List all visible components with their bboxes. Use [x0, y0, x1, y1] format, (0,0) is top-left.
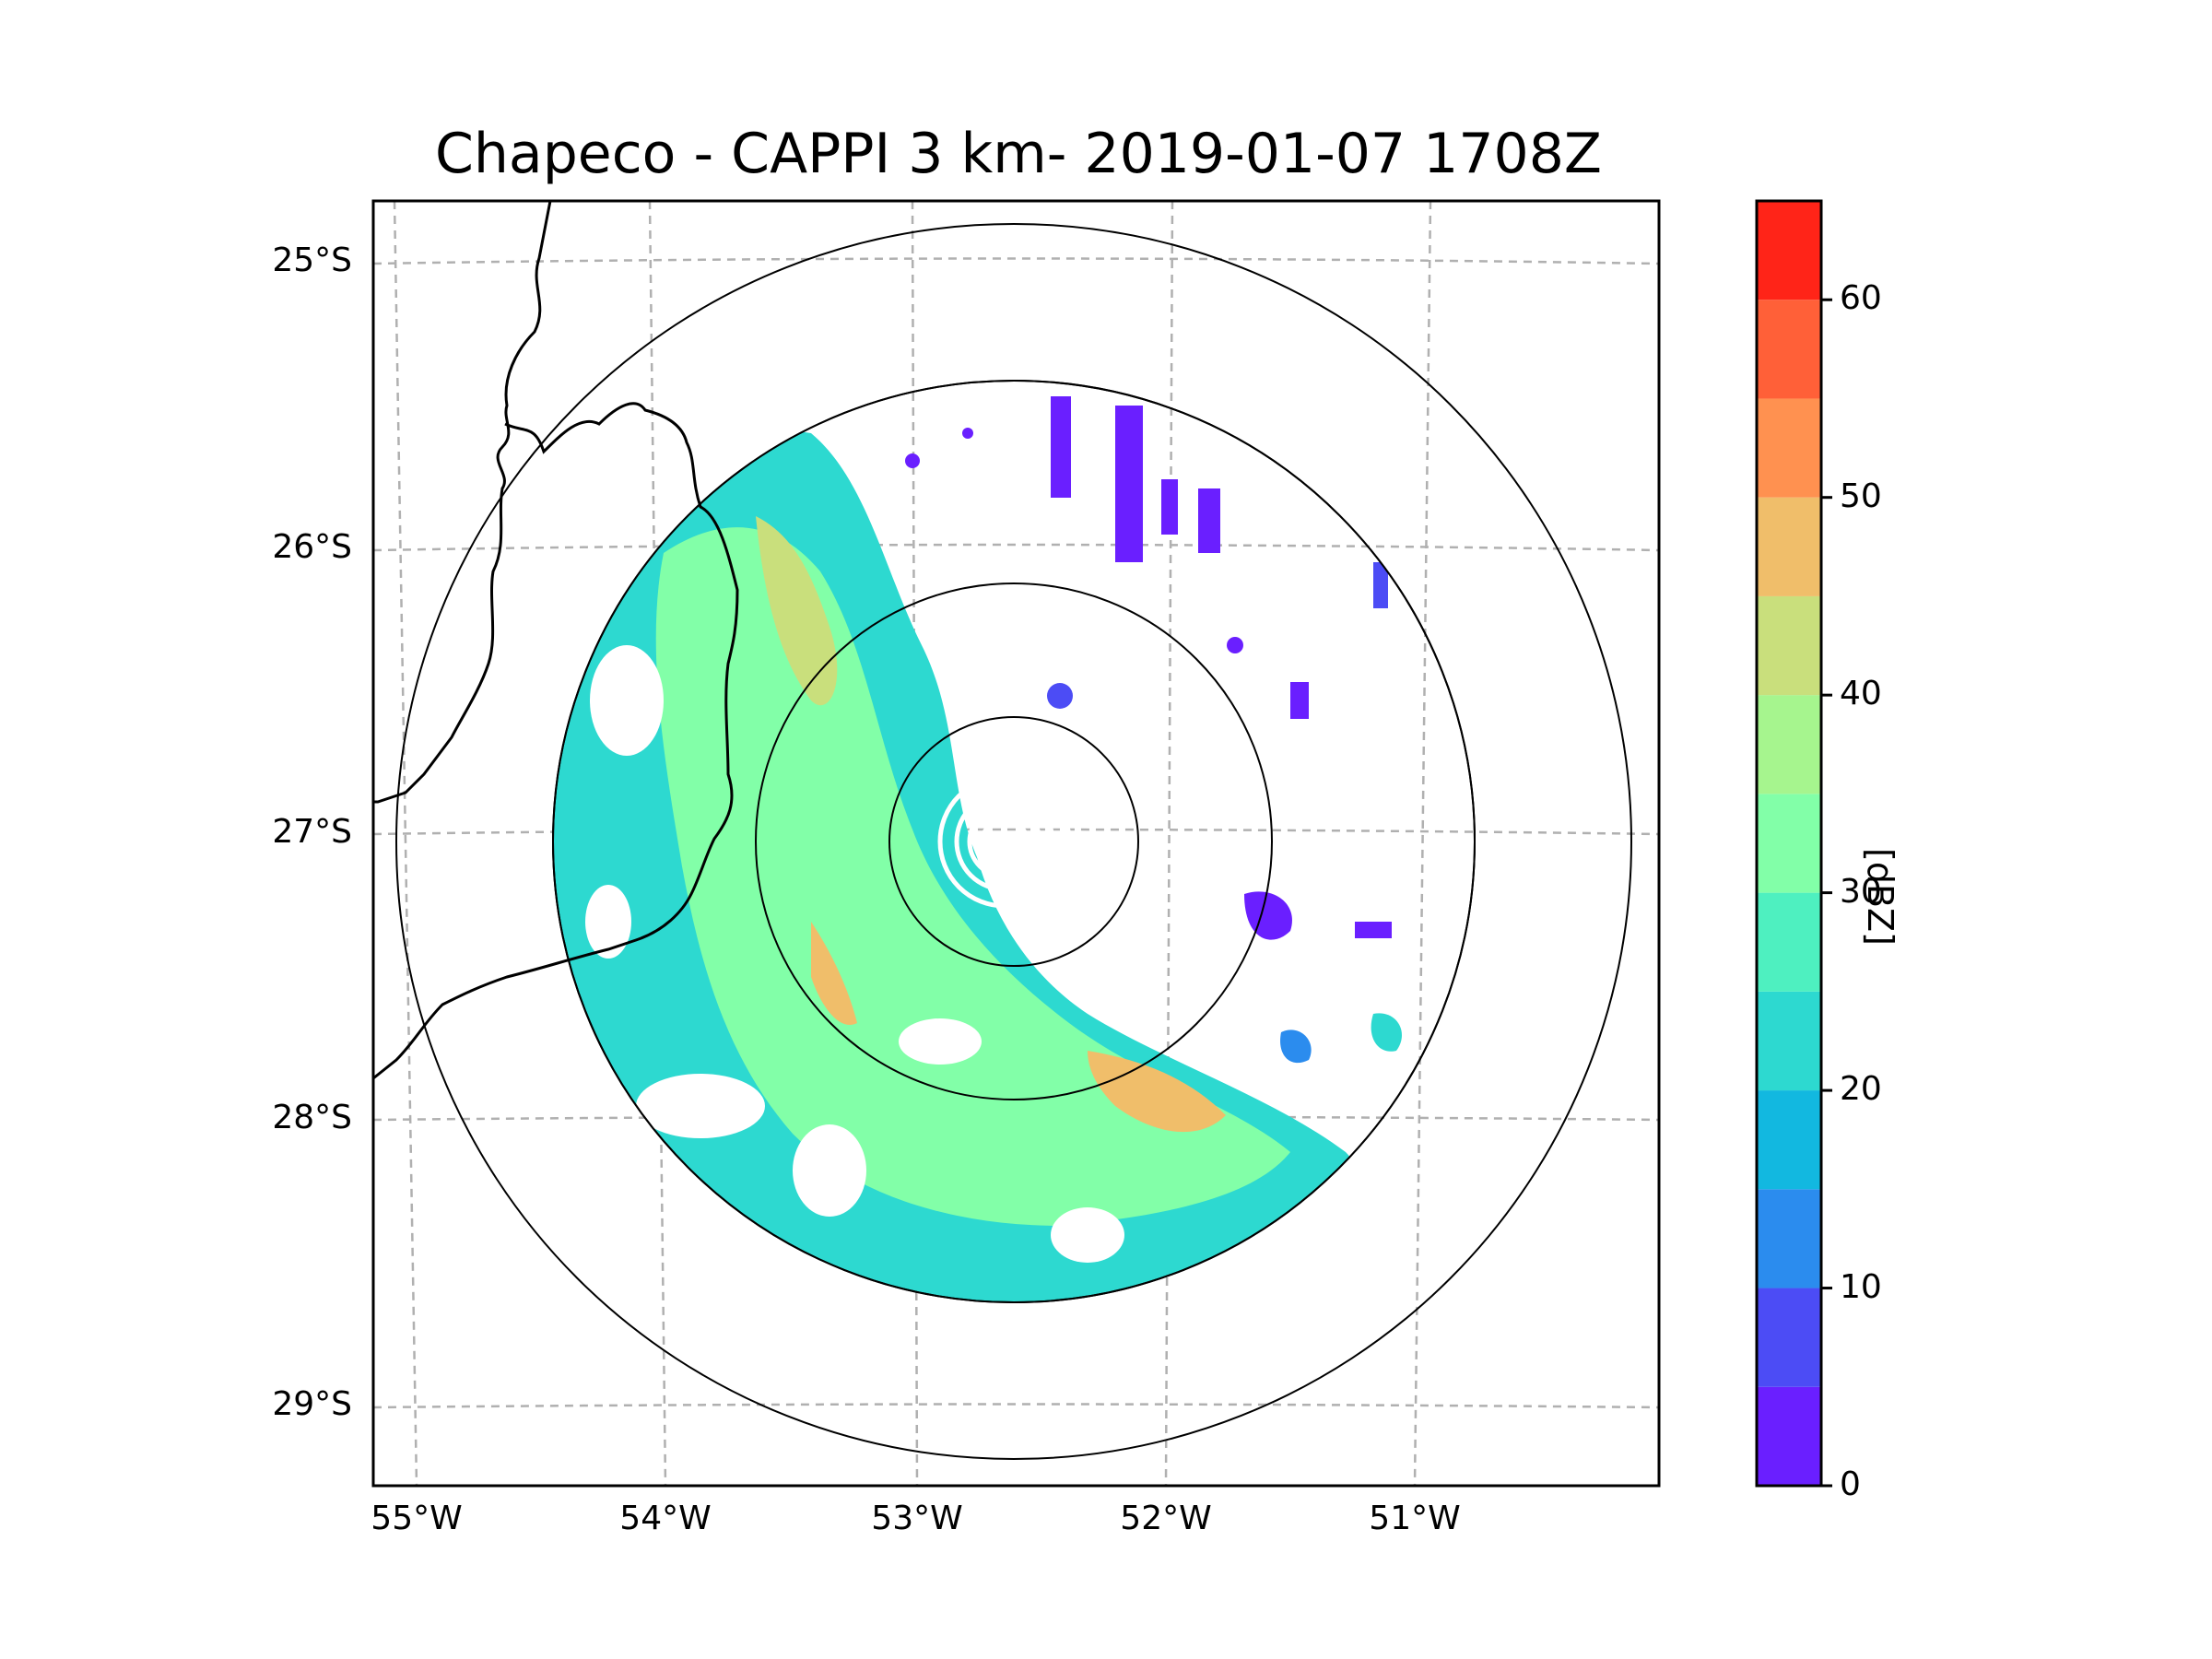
gridline-lat-29: [373, 1403, 1659, 1409]
colorbar-segment: [1757, 201, 1821, 300]
clutter-ring-2: [954, 791, 1055, 892]
gridline-lon-54: [648, 201, 667, 1486]
colorbar-tick-label: 50: [1840, 477, 1882, 515]
clutter-ring-3: [967, 804, 1042, 879]
lat-label-26: 26°S: [272, 528, 352, 566]
echo-cell-east-2: [1280, 1030, 1312, 1064]
border-argentina-paraguay: [373, 201, 552, 804]
colorbar-segment: [1757, 398, 1821, 498]
echo-core-3: [811, 922, 857, 1025]
colorbar-tick-label: 10: [1840, 1267, 1882, 1306]
gridline-lon-51: [1413, 201, 1432, 1486]
echo-streak-5: [1373, 562, 1388, 608]
echo-cell-east-3: [1371, 1013, 1402, 1052]
gridline-lon-55: [393, 201, 418, 1486]
radar-site-clutter: [937, 774, 1072, 909]
colorbar-segment: [1757, 300, 1821, 399]
gridline-lat-27: [373, 828, 1659, 836]
map-frame: [371, 199, 1661, 1488]
echo-gap-3: [793, 1124, 866, 1217]
gridline-lat-26: [373, 543, 1659, 552]
echo-streak-2: [1115, 406, 1143, 562]
echo-streak-1: [1051, 396, 1071, 498]
colorbar-title: [dBZ]: [1860, 848, 1900, 946]
lon-label-51: 51°W: [1369, 1500, 1461, 1537]
colorbar-segment: [1757, 892, 1821, 992]
lat-label-27: 27°S: [272, 813, 352, 851]
echo-cell-east-1: [1244, 891, 1292, 940]
range-rings: [395, 223, 1632, 1460]
clutter-ring-4: [980, 817, 1030, 866]
colorbar-segment: [1757, 794, 1821, 893]
colorbar-frame: [1755, 199, 1823, 1488]
echo-speck-4: [1227, 637, 1243, 653]
colorbar-segment: [1757, 497, 1821, 596]
clutter-ring-1: [937, 774, 1072, 909]
echo-streak-7: [1355, 922, 1392, 938]
colorbar-segment: [1757, 1090, 1821, 1190]
colorbar-tick-label: 60: [1840, 279, 1882, 318]
echo-streak-3: [1161, 479, 1178, 535]
echo-gap-4: [899, 1018, 982, 1065]
echo-gap-6: [585, 885, 631, 959]
colorbar-tick-label: 0: [1840, 1465, 1861, 1503]
gridline-lon-53: [911, 201, 919, 1486]
range-ring-200km: [552, 380, 1476, 1303]
echo-streak-4: [1198, 488, 1220, 553]
lon-label-53: 53°W: [871, 1500, 963, 1537]
lat-label-28: 28°S: [272, 1099, 352, 1136]
lon-label-54: 54°W: [619, 1500, 712, 1537]
colorbar-segment: [1757, 991, 1821, 1091]
lat-label-25: 25°S: [272, 241, 352, 279]
colorbar-segment: [1757, 595, 1821, 696]
echo-gap-5: [1051, 1207, 1124, 1263]
figure-title: Chapeco - CAPPI 3 km- 2019-01-07 1708Z: [435, 122, 1602, 186]
colorbar-tick-label: 40: [1840, 675, 1882, 713]
range-ring-50km: [888, 716, 1139, 967]
lat-label-29: 29°S: [272, 1385, 352, 1423]
echo-gap-1: [590, 645, 664, 756]
echo-core-2: [1088, 1051, 1226, 1133]
lon-label-52: 52°W: [1120, 1500, 1212, 1537]
colorbar: [1755, 199, 1832, 1488]
colorbar-segment: [1757, 1288, 1821, 1387]
colorbar-tick-label: 30: [1840, 872, 1882, 911]
colorbar-segment: [1757, 1386, 1821, 1486]
gridline-lon-52: [1164, 201, 1174, 1486]
echo-speck-1: [1047, 683, 1073, 709]
echo-streak-6: [1290, 682, 1309, 719]
echo-speck-2: [905, 453, 920, 468]
colorbar-tick-label: 20: [1840, 1070, 1882, 1109]
border-brazil-north: [373, 402, 739, 1080]
political-borders: [373, 201, 739, 1080]
colorbar-segment: [1757, 1189, 1821, 1288]
echo-gap-2: [636, 1074, 765, 1138]
range-ring-250km: [395, 223, 1632, 1460]
lon-label-55: 55°W: [371, 1500, 463, 1537]
colorbar-segment: [1757, 695, 1821, 794]
echo-core-1: [756, 516, 838, 706]
range-ring-100km: [755, 582, 1273, 1100]
gridline-lat-25: [373, 257, 1659, 265]
echo-speck-3: [962, 428, 973, 439]
